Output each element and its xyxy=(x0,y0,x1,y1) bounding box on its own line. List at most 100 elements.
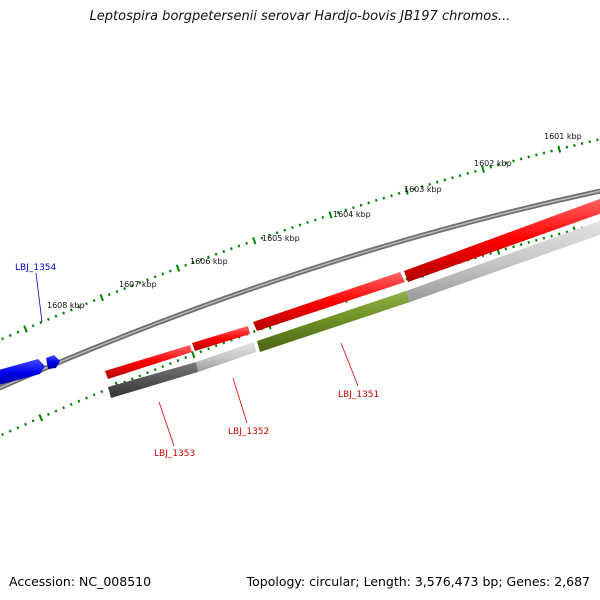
scale-tick xyxy=(573,143,576,147)
gene-label-lbj-1354[interactable]: LBJ_1354 xyxy=(15,263,57,273)
scale-tick xyxy=(92,393,96,397)
scale-tick xyxy=(168,269,172,273)
scale-tick xyxy=(100,390,104,394)
scale-tick xyxy=(557,232,561,236)
gene-label-lbj-1353[interactable]: LBJ_1353 xyxy=(154,449,195,459)
scale-label: 1601 kbp xyxy=(544,132,582,141)
scale-tick xyxy=(260,236,264,240)
scale-tick xyxy=(382,196,386,200)
scale-tick xyxy=(138,374,142,378)
scale-tick xyxy=(191,351,196,359)
scale-tick xyxy=(207,255,210,259)
scale-tick xyxy=(107,293,111,297)
scale-tick xyxy=(92,299,96,303)
gene-feature-red-2[interactable] xyxy=(192,326,250,351)
scale-tick xyxy=(69,402,73,406)
cds-feature-dark[interactable] xyxy=(108,362,198,398)
leader-line-lbj-1354 xyxy=(35,272,43,323)
scale-tick xyxy=(443,178,447,182)
scale-tick xyxy=(46,412,50,416)
scale-tick xyxy=(283,228,287,232)
scale-tick xyxy=(550,149,553,153)
gene-feature-red-1[interactable] xyxy=(105,345,192,379)
scale-label: 1603 kbp xyxy=(404,185,442,194)
scale-tick xyxy=(298,223,302,227)
scale-tick xyxy=(230,247,233,251)
scale-tick xyxy=(519,243,523,247)
scale-tick xyxy=(275,231,279,235)
scale-tick xyxy=(313,218,317,222)
gene-feature-blue-1[interactable] xyxy=(0,359,45,386)
scale-tick xyxy=(496,163,500,167)
leader-line-lbj-1351 xyxy=(340,342,359,387)
scale-tick xyxy=(504,247,508,251)
scale-tick xyxy=(161,365,165,369)
scale-tick xyxy=(580,142,584,145)
scale-tick xyxy=(175,264,181,272)
leader-line-lbj-1353 xyxy=(158,401,175,447)
scale-label: 1607 kbp xyxy=(119,280,157,289)
scale-tick xyxy=(512,159,515,163)
scale-tick xyxy=(352,206,355,210)
scale-tick xyxy=(31,324,35,328)
scale-tick xyxy=(306,220,309,224)
scale-tick xyxy=(85,396,88,400)
scale-tick xyxy=(62,311,66,315)
scale-tick xyxy=(222,249,226,253)
scale-tick xyxy=(77,399,81,403)
scale-tick xyxy=(38,413,44,422)
cds-feature-green[interactable] xyxy=(257,291,410,352)
scale-tick xyxy=(1,433,5,437)
scale-tick xyxy=(77,305,81,309)
scale-tick xyxy=(245,241,248,245)
scale-tick xyxy=(550,234,553,238)
scale-label: 1606 kbp xyxy=(190,257,228,266)
chromosome-backbone xyxy=(0,188,600,391)
gene-label-lbj-1352[interactable]: LBJ_1352 xyxy=(228,427,269,437)
scale-tick xyxy=(428,182,431,186)
scale-tick xyxy=(359,203,363,207)
scale-tick xyxy=(344,208,348,212)
scale-tick xyxy=(191,261,195,265)
scale-tick xyxy=(405,277,409,281)
scale-tick xyxy=(161,272,165,276)
map-title: Leptospira borgpetersenii serovar Hardjo… xyxy=(89,9,511,24)
scale-tick xyxy=(54,314,58,318)
scale-tick xyxy=(214,252,218,256)
cds-feature-light-2[interactable] xyxy=(406,219,600,302)
scale-tick xyxy=(46,317,50,321)
outer-scale-ticks xyxy=(1,138,599,341)
scale-tick xyxy=(168,362,172,366)
cds-feature-light-1[interactable] xyxy=(196,342,256,372)
scale-label: 1602 kbp xyxy=(474,159,512,168)
scale-tick xyxy=(504,161,508,165)
scale-tick xyxy=(527,155,531,159)
scale-tick xyxy=(214,344,218,348)
scale-tick xyxy=(146,278,149,282)
scale-tick xyxy=(542,236,546,240)
scale-tick xyxy=(237,244,241,248)
scale-tick xyxy=(23,325,28,333)
scale-tick xyxy=(527,240,531,244)
scale-tick xyxy=(512,245,515,249)
scale-tick xyxy=(390,194,393,198)
scale-tick xyxy=(130,377,134,381)
scale-tick xyxy=(466,171,470,175)
scale-tick xyxy=(207,347,210,351)
scale-tick xyxy=(252,236,257,245)
scale-tick xyxy=(451,176,454,180)
scale-tick xyxy=(367,201,370,205)
gene-feature-red-4[interactable] xyxy=(404,197,600,282)
scale-label: 1604 kbp xyxy=(333,210,371,219)
topology-summary: Topology: circular; Length: 3,576,473 bp… xyxy=(246,574,590,589)
scale-tick xyxy=(404,187,409,195)
scale-tick xyxy=(519,157,523,161)
scale-tick xyxy=(8,429,12,433)
scale-tick xyxy=(176,359,180,363)
gene-feature-blue-2[interactable] xyxy=(46,355,60,369)
gene-label-lbj-1351[interactable]: LBJ_1351 xyxy=(338,390,379,400)
scale-tick xyxy=(153,368,157,372)
gene-feature-red-3[interactable] xyxy=(253,272,405,331)
scale-tick xyxy=(435,180,439,184)
